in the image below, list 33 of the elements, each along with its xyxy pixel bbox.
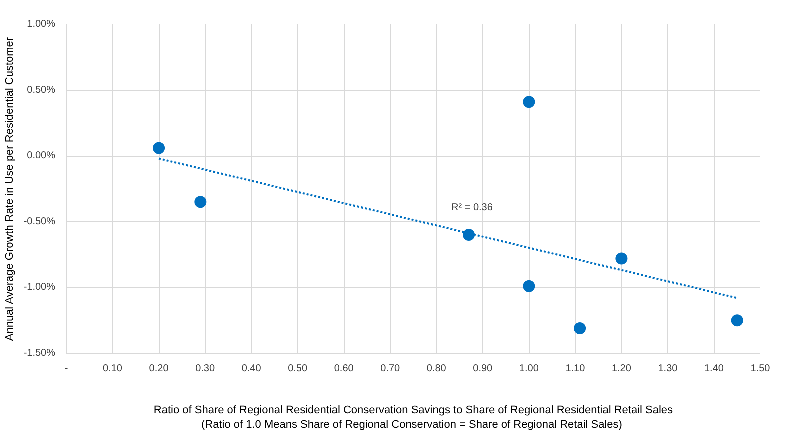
y-tick-label: 0.00% — [27, 150, 56, 162]
y-tick-label: -1.00% — [24, 282, 56, 294]
x-tick-label: 1.50 — [750, 364, 771, 374]
x-tick-label: 1.00 — [519, 364, 540, 374]
point — [523, 280, 536, 292]
point — [194, 196, 207, 208]
x-tick-label: 0.50 — [288, 364, 308, 374]
x-tick-label: 0.70 — [380, 364, 401, 374]
x-tick-label: 0.30 — [196, 364, 216, 374]
point — [463, 229, 476, 242]
y-tick-label: -0.50% — [24, 216, 56, 228]
y-tick-label: -1.50% — [24, 348, 56, 359]
point — [523, 96, 536, 108]
x-tick-label: 1.30 — [658, 364, 678, 374]
y-tick-label: 1.00% — [27, 19, 56, 30]
y-axis-title: Annual Average Growth Rate in Use per Residential Customer — [4, 37, 16, 342]
x-axis-title: Ratio of Share of Regional Residential Conservation Savings to Share of Regional Residential Retail Sales (Ratio of 1.0 Means Share of Regional Conservation = Share of Regional Retail Sales) — [154, 404, 674, 431]
x-tick-label: 0.10 — [103, 364, 123, 374]
x-tick-label: 1.10 — [566, 364, 586, 374]
point — [731, 314, 744, 327]
annotation: R² = 0.36 — [452, 202, 494, 214]
x-tick-label: 0.40 — [242, 364, 262, 374]
x-tick-label: - — [64, 364, 68, 374]
y-tick-label: 0.50% — [27, 84, 56, 96]
point — [574, 322, 586, 334]
x-tick-label: 0.90 — [473, 364, 494, 374]
point — [616, 252, 628, 265]
x-tick-label: 1.20 — [612, 364, 632, 374]
x-tick-label: 0.60 — [334, 364, 354, 374]
x-tick-label: 0.20 — [149, 364, 170, 374]
x-tick-label: 0.80 — [426, 364, 447, 374]
point — [153, 142, 166, 154]
x-tick-label: 1.40 — [704, 364, 724, 374]
